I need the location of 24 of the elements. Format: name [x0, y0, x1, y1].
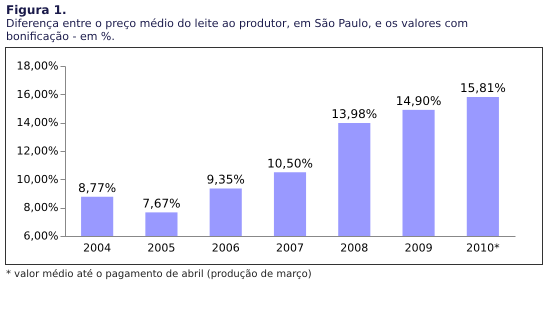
data-label: 14,90%: [396, 94, 442, 108]
y-tick-label: 12,00%: [16, 144, 58, 158]
y-tick-label: 18,00%: [16, 60, 58, 72]
text: * valor médio até o pagamento de abril (produção de março): [6, 269, 313, 281]
y-tick-label: 10,00%: [16, 172, 58, 186]
y-tick-label: 16,00%: [16, 88, 58, 101]
data-label: 13,98%: [331, 106, 378, 121]
x-tick-label: 2008: [340, 242, 368, 254]
y-tick-label: 8,00%: [24, 201, 58, 214]
x-tick-label: 2010*: [466, 242, 500, 254]
x-tick-label: 2005: [147, 242, 176, 254]
data-label: 15,81%: [460, 81, 506, 96]
x-tick-label: 2009: [404, 242, 433, 254]
data-label: 10,50%: [267, 156, 313, 170]
data-label: 9,35%: [206, 172, 245, 187]
data-label: 8,77%: [78, 180, 116, 195]
x-tick-label: 2007: [276, 242, 304, 254]
y-tick-label: 6,00%: [24, 230, 58, 242]
chart-title: Figura 1.: [6, 3, 68, 17]
data-label: 7,67%: [142, 196, 180, 210]
y-tick-label: 14,00%: [16, 116, 58, 130]
x-tick-label: 2004: [83, 242, 112, 254]
x-tick-label: 2006: [212, 242, 240, 254]
chart-subtitle: Diferença entre o preço médio do leite ao produtor, em São Paulo, e os valores com bonificação - em %.: [6, 17, 470, 43]
